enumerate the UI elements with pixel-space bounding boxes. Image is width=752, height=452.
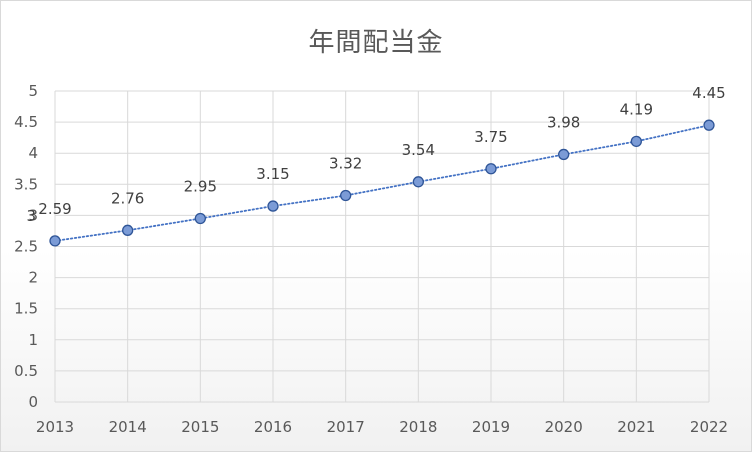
- data-label: 4.19: [620, 100, 653, 118]
- x-tick-label: 2013: [36, 418, 74, 436]
- data-label: 2.95: [184, 178, 217, 196]
- x-tick-label: 2014: [109, 418, 147, 436]
- data-label: 2.76: [111, 189, 144, 207]
- stray-label: 3: [26, 207, 36, 225]
- x-tick-label: 2022: [690, 418, 728, 436]
- y-tick-label: 1.5: [14, 300, 38, 318]
- data-point: [412, 176, 424, 188]
- y-tick-label: 3.5: [14, 175, 38, 193]
- series-line: [54, 124, 710, 242]
- data-label: 2.59: [38, 200, 71, 218]
- y-tick-label: 0.5: [14, 362, 38, 380]
- y-tick-label: 1: [28, 331, 38, 349]
- x-tick-label: 2020: [545, 418, 583, 436]
- x-tick-label: 2021: [617, 418, 655, 436]
- data-point: [267, 200, 279, 212]
- y-tick-label: 0: [28, 393, 38, 411]
- data-label: 3.75: [474, 128, 507, 146]
- data-point: [194, 212, 206, 225]
- x-tick-label: 2017: [327, 418, 365, 436]
- data-label: 3.32: [329, 154, 362, 172]
- x-tick-label: 2015: [181, 418, 219, 436]
- y-tick-label: 2: [28, 269, 38, 287]
- y-tick-label: 2.5: [14, 238, 38, 256]
- data-point: [558, 148, 570, 161]
- data-label: 3.54: [402, 141, 435, 159]
- y-tick-label: 3: [28, 206, 38, 224]
- x-tick-label: 2016: [254, 418, 292, 436]
- data-point: [340, 189, 352, 202]
- data-point: [122, 224, 134, 236]
- data-point: [49, 235, 61, 247]
- data-point: [703, 119, 715, 131]
- data-label: 3.98: [547, 113, 580, 131]
- chart-title: 年間配当金: [308, 28, 444, 58]
- x-tick-label: 2018: [399, 418, 437, 436]
- data-point: [485, 163, 497, 175]
- data-label: 4.45: [692, 84, 725, 102]
- y-tick-label: 5: [28, 82, 38, 100]
- y-tick-label: 4.5: [14, 113, 38, 131]
- data-label: 3.15: [256, 165, 289, 183]
- y-tick-label: 4: [28, 144, 38, 162]
- data-point: [630, 135, 642, 148]
- x-tick-label: 2019: [472, 418, 510, 436]
